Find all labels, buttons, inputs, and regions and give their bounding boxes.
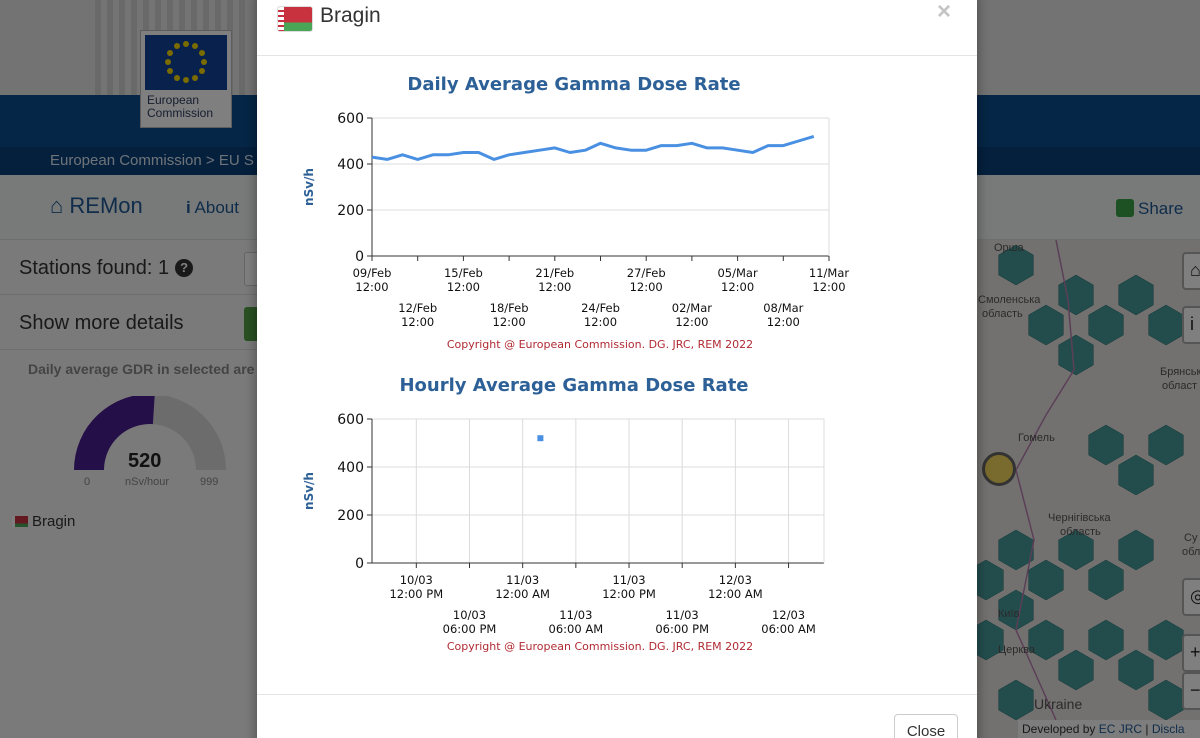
x-tick-label: 21/Feb	[535, 266, 574, 280]
chart-title: Daily Average Gamma Dose Rate	[407, 74, 740, 95]
modal-title: Bragin	[320, 4, 381, 27]
chart-credit: Copyright @ European Commission. DG. JRC…	[447, 338, 753, 351]
data-point	[537, 435, 544, 442]
x-tick-label: 12:00 AM	[495, 587, 550, 601]
x-tick-label: 12:00	[584, 315, 617, 329]
y-tick-label: 400	[337, 157, 364, 173]
daily-gdr-chart: Daily Average Gamma Dose Rate 0 200 400 600 0…	[302, 74, 849, 351]
x-tick-label: 12:00 AM	[708, 587, 763, 601]
y-tick-label: 600	[337, 412, 364, 428]
belarus-flag-icon	[277, 6, 313, 32]
x-tick-label: 27/Feb	[627, 266, 666, 280]
x-tick-label: 12:00	[630, 280, 663, 294]
close-button[interactable]: Close	[894, 714, 958, 738]
y-tick-label: 0	[355, 556, 364, 572]
x-tick-label: 06:00 PM	[443, 622, 497, 636]
x-tick-label: 02/Mar	[672, 301, 712, 315]
x-tick-label: 11/03	[506, 573, 539, 587]
x-tick-label: 05/Mar	[717, 266, 757, 280]
x-tick-label: 11/03	[612, 573, 645, 587]
x-tick-label: 15/Feb	[444, 266, 483, 280]
close-icon[interactable]: ×	[937, 0, 952, 25]
x-tick-label: 12:00	[721, 280, 754, 294]
x-tick-label: 18/Feb	[490, 301, 529, 315]
y-tick-label: 200	[337, 203, 364, 219]
y-axis-label: nSv/h	[302, 472, 316, 510]
x-tick-label: 24/Feb	[581, 301, 620, 315]
x-tick-label: 12:00	[493, 315, 526, 329]
x-tick-label: 10/03	[400, 573, 433, 587]
x-tick-label: 12:00	[812, 280, 845, 294]
chart-title: Hourly Average Gamma Dose Rate	[399, 375, 748, 396]
x-tick-label: 12:00	[675, 315, 708, 329]
x-tick-label: 08/Mar	[763, 301, 803, 315]
modal-header: Bragin ×	[257, 0, 977, 56]
x-tick-label: 11/03	[666, 608, 699, 622]
x-tick-label: 12/03	[719, 573, 752, 587]
x-tick-label: 12:00	[538, 280, 571, 294]
chart-credit: Copyright @ European Commission. DG. JRC…	[447, 640, 753, 653]
x-tick-label: 12:00	[447, 280, 480, 294]
x-tick-label: 10/03	[453, 608, 486, 622]
x-tick-label: 12:00	[767, 315, 800, 329]
y-tick-label: 600	[337, 111, 364, 127]
y-tick-label: 0	[355, 249, 364, 265]
x-tick-label: 12:00	[401, 315, 434, 329]
x-tick-label: 11/Mar	[809, 266, 849, 280]
x-tick-label: 12/Feb	[398, 301, 437, 315]
hourly-gdr-chart: Hourly Average Gamma Dose Rate 0 200 400 600…	[302, 375, 825, 653]
y-axis-label: nSv/h	[302, 168, 316, 206]
x-tick-label: 06:00 PM	[655, 622, 709, 636]
series-line	[371, 134, 815, 161]
x-tick-label: 09/Feb	[353, 266, 392, 280]
x-tick-label: 12:00	[355, 280, 388, 294]
y-tick-label: 400	[337, 460, 364, 476]
x-tick-label: 11/03	[559, 608, 592, 622]
station-modal: Bragin × Daily Average Gamma Dose Rate 0 2…	[257, 0, 977, 738]
modal-footer: Close	[257, 694, 977, 738]
x-tick-label: 06:00 AM	[549, 622, 604, 636]
x-tick-label: 06:00 AM	[761, 622, 816, 636]
x-tick-label: 12/03	[772, 608, 805, 622]
x-tick-label: 12:00 PM	[389, 587, 443, 601]
x-tick-label: 12:00 PM	[602, 587, 656, 601]
y-tick-label: 200	[337, 508, 364, 524]
